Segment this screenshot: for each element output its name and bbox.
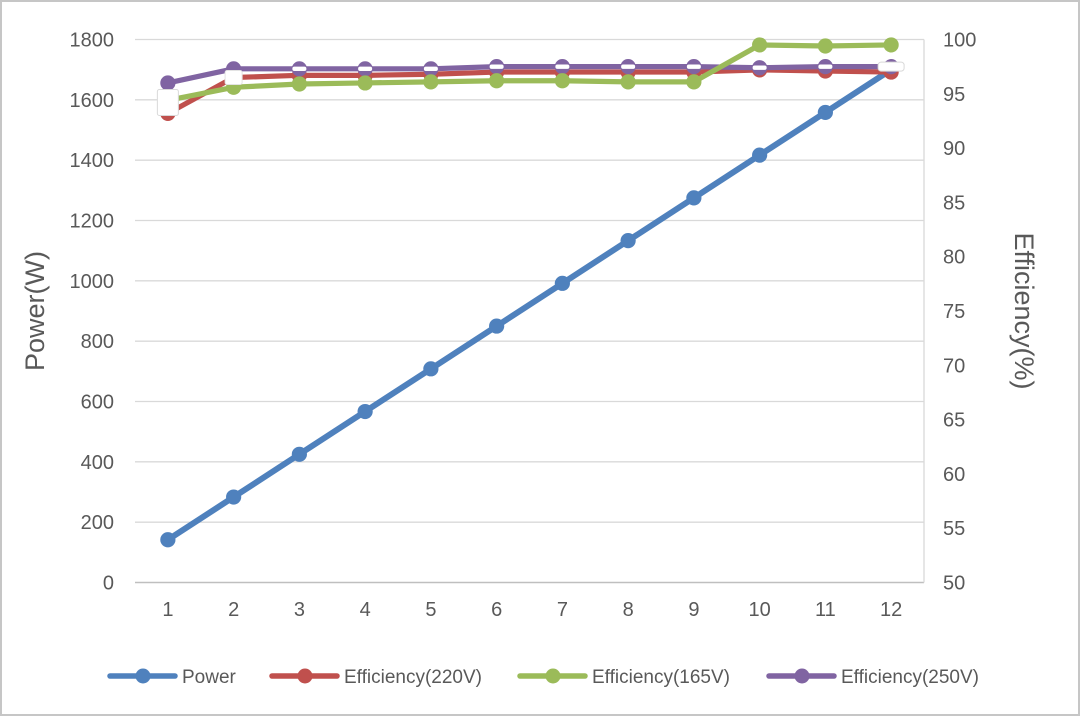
left-axis-tick-label: 1400 — [70, 150, 115, 172]
efficiency-165v-marker — [554, 73, 570, 89]
right-axis-tick-label: 90 — [943, 138, 965, 160]
x-axis-tick-label: 5 — [425, 599, 436, 621]
white-dash-marker — [358, 66, 373, 72]
x-axis-tick-label: 4 — [360, 599, 371, 621]
x-axis-tick-label: 12 — [880, 599, 902, 621]
legend-item-power: Power — [107, 667, 237, 688]
power-marker — [226, 489, 242, 505]
left-axis-tick-label: 600 — [81, 392, 114, 414]
left-axis-tick-label: 1200 — [70, 211, 115, 233]
white-dash-marker — [752, 65, 767, 70]
x-axis-tick-label: 3 — [294, 599, 305, 621]
right-axis-tick-label: 60 — [943, 464, 965, 486]
left-axis-tick-label: 1600 — [70, 90, 115, 112]
x-axis-tick-label: 2 — [228, 599, 239, 621]
left-axis-tick-label: 200 — [81, 512, 114, 534]
efficiency-165v-marker — [423, 74, 439, 90]
power-marker — [423, 361, 439, 377]
white-dash-marker — [621, 64, 636, 69]
white-dash-marker — [489, 64, 504, 69]
efficiency-165v-marker — [489, 73, 505, 89]
x-axis-tick-label: 7 — [557, 599, 568, 621]
legend-item-efficiency-250v: Efficiency(250V) — [766, 667, 979, 688]
right-axis-tick-label: 55 — [943, 518, 965, 540]
legend-label: Efficiency(220V) — [344, 667, 482, 688]
right-axis-tick-label: 85 — [943, 192, 965, 214]
left-axis-tick-label: 1000 — [70, 271, 115, 293]
power-marker — [554, 275, 570, 291]
legend-marker-swatch — [135, 668, 151, 684]
x-axis-tick-label: 9 — [688, 599, 699, 621]
legend-label: Efficiency(165V) — [592, 667, 730, 688]
efficiency-165v-marker — [357, 75, 373, 91]
power-line — [164, 66, 895, 543]
power-marker — [160, 532, 176, 548]
right-axis-tick-label: 80 — [943, 247, 965, 269]
series-power — [160, 62, 899, 548]
efficiency-165v-marker — [817, 38, 833, 54]
white-dash-marker — [292, 66, 307, 72]
efficiency-250v-marker — [160, 75, 176, 91]
white-square-marker — [224, 70, 243, 86]
efficiency-220v-line — [165, 67, 894, 116]
legend: Power Efficiency(220V) Efficiency(165V) Eff… — [107, 667, 979, 688]
left-axis-tick-label: 400 — [81, 452, 114, 474]
right-axis-title: Efficiency(%) — [1009, 232, 1039, 389]
axis-tick-labels: 0 200 400 600 800 1000 1200 1400 1600 1800 50 55 60 6… — [70, 30, 977, 622]
efficiency-165v-marker — [752, 37, 768, 53]
efficiency-165v-marker — [686, 74, 702, 90]
right-axis-tick-label: 65 — [943, 410, 965, 432]
efficiency-165v-line — [165, 42, 894, 103]
efficiency-165v-marker — [883, 37, 899, 53]
white-square-marker — [156, 88, 179, 117]
power-marker — [817, 104, 833, 121]
x-axis-tick-label: 1 — [162, 599, 173, 621]
power-marker — [686, 190, 702, 206]
x-axis-tick-label: 6 — [491, 599, 502, 621]
right-axis-tick-label: 95 — [943, 84, 965, 106]
white-dash-marker — [686, 64, 701, 69]
gridlines — [135, 38, 925, 584]
power-marker — [620, 233, 636, 249]
x-axis-tick-label: 10 — [749, 599, 771, 621]
legend-marker-swatch — [545, 668, 561, 684]
white-dash-marker — [423, 66, 438, 72]
power-marker — [489, 318, 505, 334]
efficiency-250v-line — [165, 64, 894, 86]
marker-overlays — [156, 61, 905, 117]
right-axis-tick-label: 100 — [943, 30, 976, 52]
right-axis-tick-label: 75 — [943, 301, 965, 323]
x-axis-tick-label: 11 — [815, 599, 836, 621]
legend-item-efficiency-220v: Efficiency(220V) — [269, 667, 482, 688]
efficiency-165v-marker — [291, 76, 307, 92]
right-axis-tick-label: 70 — [943, 355, 965, 377]
efficiency-165v-marker — [620, 74, 636, 90]
left-axis-tick-label: 0 — [103, 573, 114, 595]
x-axis-tick-label: 8 — [623, 599, 634, 621]
power-marker — [291, 446, 307, 462]
white-dash-marker — [555, 64, 570, 69]
right-axis-tick-label: 50 — [943, 573, 965, 595]
power-marker — [752, 147, 768, 163]
legend-marker-swatch — [297, 668, 313, 684]
white-dash-marker — [877, 61, 905, 72]
left-axis-tick-label: 800 — [81, 331, 114, 353]
power-marker — [357, 403, 373, 420]
left-axis-tick-label: 1800 — [70, 30, 115, 52]
legend-marker-swatch — [794, 668, 810, 684]
legend-label: Efficiency(250V) — [841, 667, 979, 688]
white-dash-marker — [818, 64, 833, 69]
legend-label: Power — [182, 667, 237, 688]
left-axis-title: Power(W) — [20, 251, 50, 371]
legend-item-efficiency-165v: Efficiency(165V) — [517, 667, 730, 688]
